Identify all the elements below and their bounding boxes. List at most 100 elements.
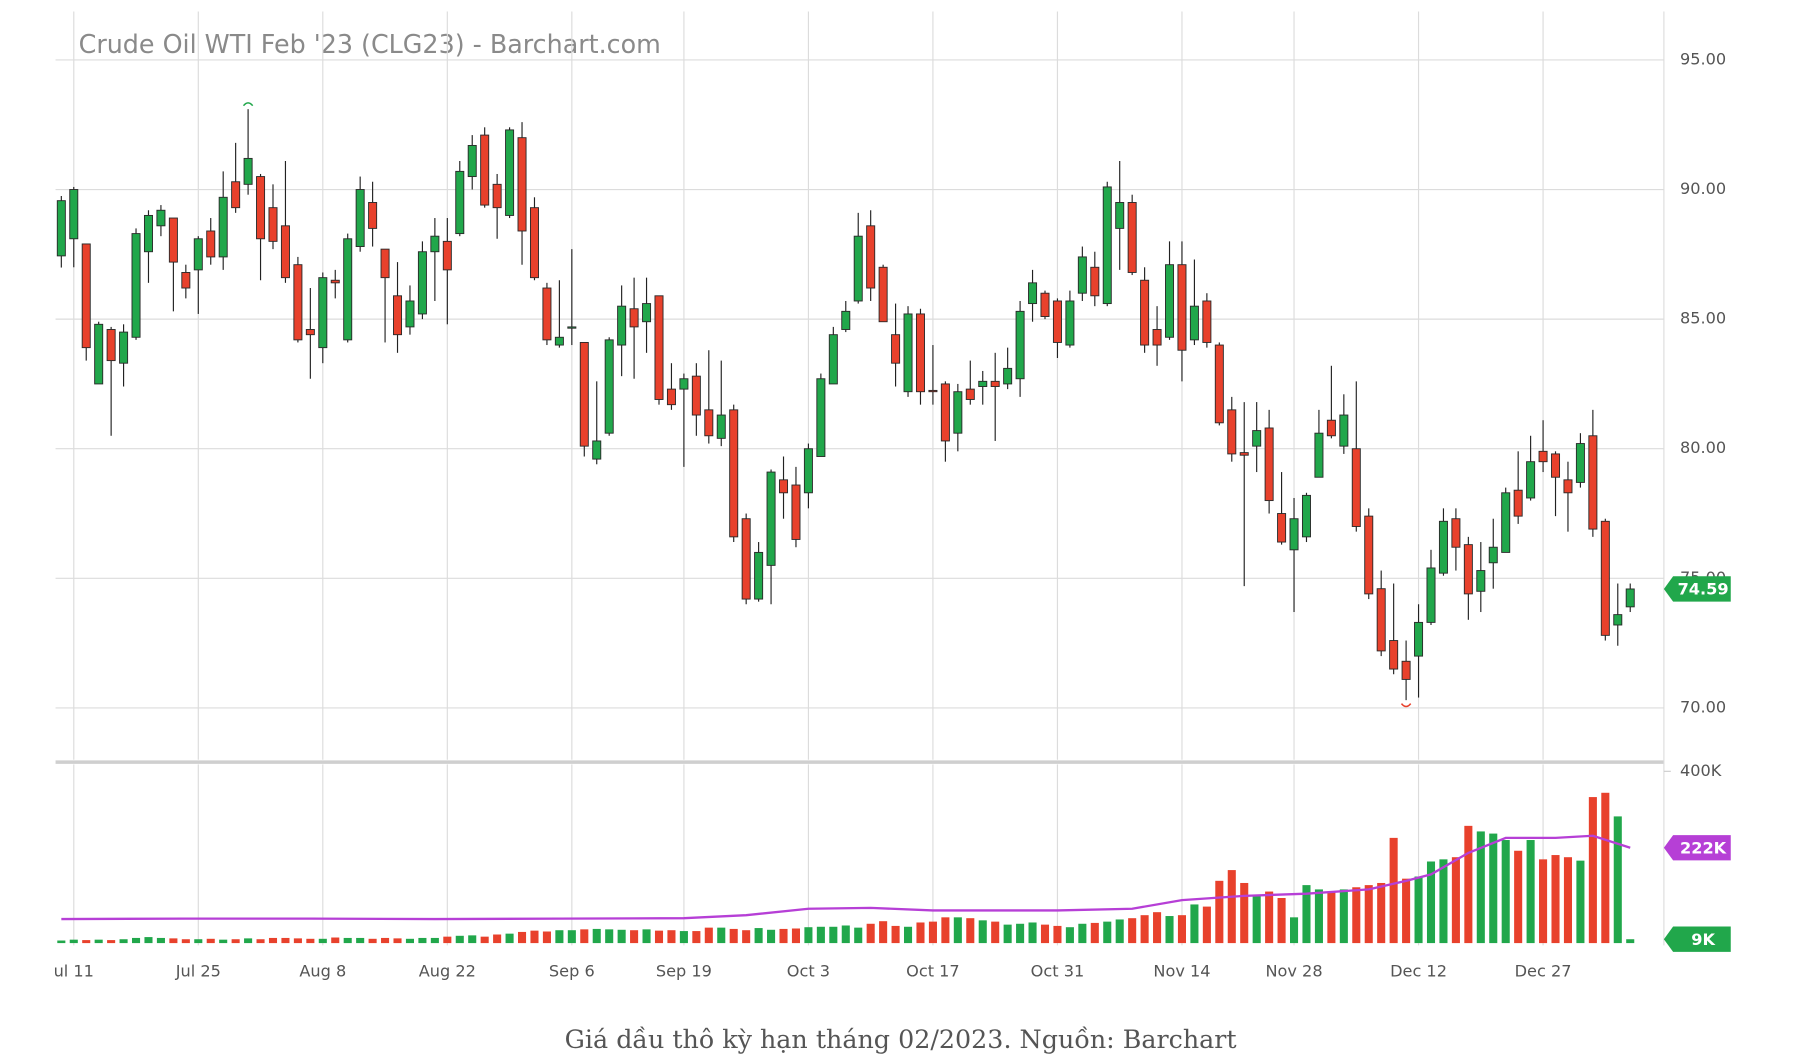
candle-body (841, 310, 851, 330)
volume-bar (1588, 797, 1597, 944)
candle-body (779, 479, 789, 494)
candle-body (1152, 329, 1162, 346)
candle-body (1463, 544, 1473, 595)
volume-bar (1501, 840, 1510, 944)
volume-bar (1402, 878, 1411, 944)
candle-body (1301, 494, 1311, 538)
volume-bar (119, 939, 128, 944)
volume-bar (1626, 939, 1635, 944)
candle-body (1177, 264, 1187, 351)
candle-body (268, 207, 278, 242)
volume-bar (268, 937, 278, 944)
volume-bar (1277, 898, 1286, 944)
volume-bar (1302, 885, 1311, 944)
volume-bar (1389, 837, 1398, 944)
last-price-tag-label: 74.59 (1678, 580, 1729, 599)
volume-bar (1003, 924, 1012, 944)
candle-body (1563, 479, 1573, 494)
candle-body (691, 375, 701, 416)
candle-body (455, 170, 465, 235)
volume-bar (916, 922, 925, 944)
candle-body (168, 217, 178, 263)
candle-body (1040, 292, 1050, 317)
volume-bar (293, 938, 302, 944)
candle-body (1077, 256, 1087, 294)
candle-body (1028, 282, 1038, 305)
candle-body (1239, 452, 1249, 456)
volume-bar (941, 917, 950, 944)
volume-bar (1327, 891, 1336, 944)
volume-bar (1215, 880, 1224, 944)
volume-bar (1364, 885, 1373, 944)
caption: Giá dầu thô kỳ hạn tháng 02/2023. Nguồn:… (565, 1024, 1237, 1054)
candle-body (1252, 430, 1262, 447)
y-tick-label: 85.00 (1680, 309, 1726, 328)
candle-body (1414, 621, 1424, 657)
candle-body (81, 243, 91, 349)
volume-bar (1227, 870, 1236, 944)
candle-body (1625, 588, 1635, 608)
volume-bar (1526, 840, 1535, 944)
volume-bar (144, 937, 153, 944)
x-tick-label: Aug 22 (419, 961, 476, 980)
candle-body (231, 181, 241, 209)
volume-bar (1464, 825, 1473, 944)
volume-bar (1439, 859, 1448, 944)
candle-body (505, 129, 515, 216)
volume-bar (393, 938, 402, 944)
volume-bar (1289, 917, 1299, 944)
candle-body (1052, 300, 1062, 343)
candle-body (928, 389, 938, 393)
candle-body (131, 233, 141, 338)
candle-body (965, 388, 975, 400)
volume-bar (1426, 861, 1436, 944)
x-tick-label: Jul 25 (175, 961, 221, 980)
volume-bar (405, 938, 415, 944)
candle-body (741, 518, 751, 600)
candle-body (729, 409, 739, 538)
volume-bar (991, 921, 1000, 944)
volume-bar (1028, 922, 1037, 944)
candle-body (1289, 518, 1299, 551)
candle-body (355, 189, 365, 248)
x-tick-label: Sep 6 (549, 961, 595, 980)
candle-body (1339, 414, 1349, 447)
candle-body (791, 484, 801, 540)
candle-body (305, 329, 315, 336)
volume-bar (879, 921, 888, 944)
volume-bar (1265, 891, 1274, 944)
candle-body (554, 336, 564, 346)
volume-bar (1040, 924, 1050, 944)
candle-body (1513, 489, 1523, 517)
volume-ma-line (61, 834, 1631, 921)
volume-bar (356, 937, 365, 944)
volume-bar (567, 930, 576, 944)
volume-bar (1352, 887, 1361, 944)
volume-bar (1202, 906, 1211, 944)
volume-bar (505, 933, 514, 944)
candle-body (1314, 432, 1324, 478)
volume-bar (592, 928, 601, 944)
volume-bar (667, 930, 676, 944)
candle-body (56, 200, 66, 257)
x-tick-label: Nov 14 (1153, 961, 1210, 980)
volume-bar (767, 929, 776, 944)
candle-body (467, 144, 477, 178)
candle-body (1165, 264, 1175, 338)
volume-bar (953, 917, 962, 944)
volume-bar (455, 935, 464, 944)
candle-body (1003, 367, 1013, 385)
volume-bar (1090, 922, 1099, 944)
candle-body (1451, 518, 1461, 548)
candle-body (206, 230, 216, 258)
volume-bar (82, 940, 91, 944)
volume-bar (1613, 816, 1622, 944)
x-tick-label: Oct 3 (787, 961, 830, 980)
candle-body (1214, 344, 1224, 424)
volume-bar (742, 930, 751, 944)
candle-body (1202, 300, 1212, 343)
volume-bar (791, 928, 801, 944)
candle-body (679, 378, 689, 390)
x-tick-label: Oct 17 (906, 961, 960, 980)
volume-bar (1240, 882, 1249, 944)
